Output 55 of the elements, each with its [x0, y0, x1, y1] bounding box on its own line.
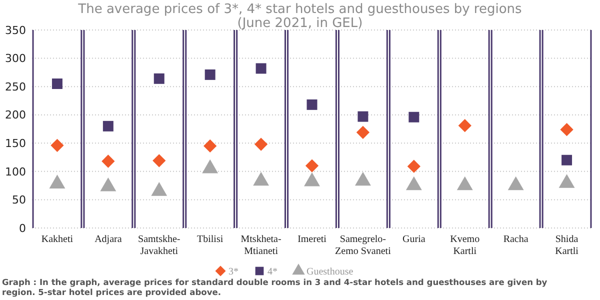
- point: [100, 178, 116, 192]
- x-tick-label: Kvemo Kartli: [450, 234, 480, 257]
- point: [354, 172, 371, 186]
- point: [52, 78, 62, 89]
- y-tick-label: 0: [19, 222, 26, 235]
- point: [202, 159, 218, 174]
- point: [408, 112, 420, 122]
- point: [254, 138, 268, 151]
- legend-label: 4*: [268, 266, 278, 278]
- y-tick-label: 50: [12, 194, 26, 207]
- y-tick-label: 150: [5, 136, 26, 150]
- x-tick-label: Samtskhe-Javakheti: [138, 234, 180, 257]
- point: [562, 154, 572, 166]
- point: [508, 176, 524, 190]
- point: [560, 123, 574, 136]
- legend-label: 3*: [228, 266, 238, 278]
- y-tick-label: 300: [5, 52, 26, 66]
- point: [151, 182, 168, 196]
- point: [102, 120, 114, 132]
- point: [152, 154, 166, 168]
- point: [102, 154, 115, 168]
- chart-title: The average prices of 3*, 4* star hotels and guesthouses by regions: [77, 2, 522, 17]
- point: [204, 69, 216, 80]
- legend-label: Guesthouse: [306, 266, 354, 278]
- x-tick-label: Racha: [503, 234, 529, 245]
- x-tick-label: Samegrelo-Zemo Svaneti: [335, 234, 392, 257]
- point: [358, 111, 368, 122]
- point: [406, 176, 422, 190]
- x-tick-label: Tbilisi: [197, 234, 224, 245]
- x-tick-label: Mtskheta-Mtianeti: [240, 234, 282, 257]
- point: [49, 174, 66, 188]
- x-tick-label: Kakheti: [41, 234, 74, 245]
- x-tick-label: Shida Kartli: [555, 234, 579, 257]
- point: [50, 138, 64, 152]
- chart-subtitle: (June 2021, in GEL): [237, 16, 363, 31]
- point: [458, 119, 472, 132]
- x-tick-label: Adjara: [94, 234, 122, 245]
- y-tick-label: 100: [5, 165, 26, 178]
- point: [304, 172, 320, 186]
- point: [204, 139, 217, 153]
- y-tick-label: 200: [5, 108, 26, 122]
- text: Graph : In the graph, average prices for standard double rooms in 3 and 4-star hotels and guesthouses are given by region. 5-star hotel prices are provided above.: [2, 277, 548, 297]
- point: [154, 73, 164, 84]
- point: [558, 174, 575, 188]
- x-tick-label: Guria: [402, 234, 426, 245]
- point: [356, 126, 370, 139]
- point: [305, 159, 319, 172]
- y-tick-label: 250: [5, 80, 26, 94]
- point: [306, 99, 318, 110]
- point: [256, 63, 266, 74]
- point: [456, 176, 473, 190]
- point: [253, 172, 270, 186]
- y-tick-label: 350: [5, 24, 26, 37]
- point: [407, 160, 420, 173]
- x-tick-label: Imereti: [298, 234, 327, 245]
